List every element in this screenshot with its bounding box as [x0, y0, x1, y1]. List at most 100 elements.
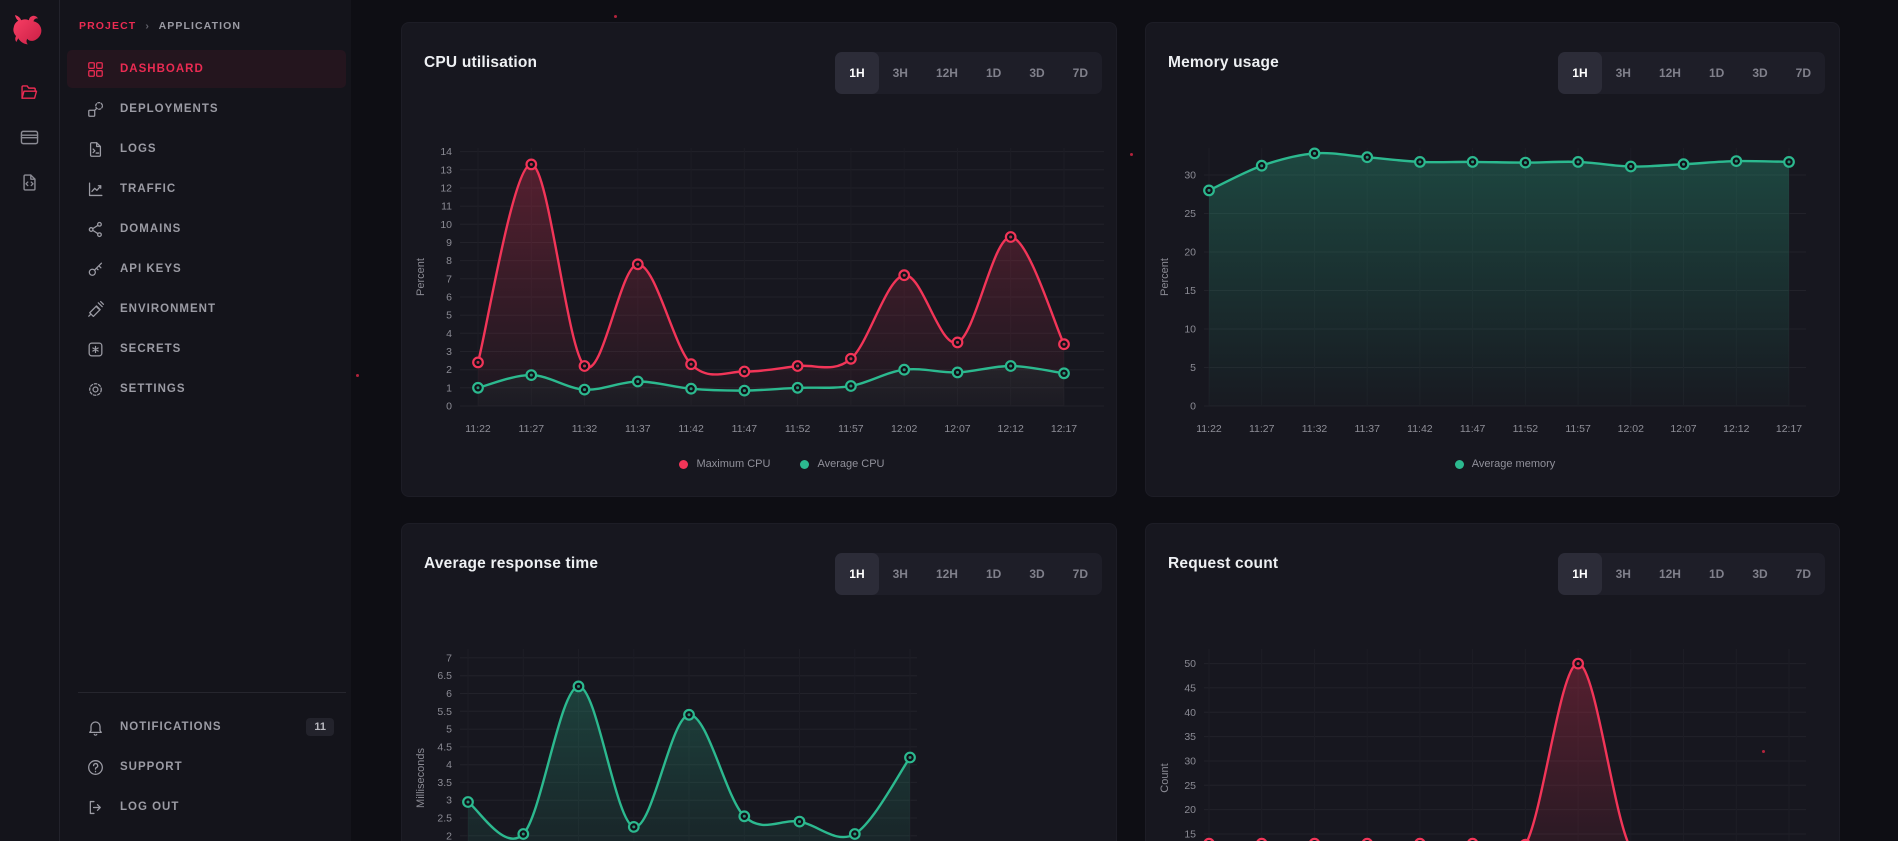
credit-card-icon[interactable]: [19, 127, 40, 148]
svg-text:25: 25: [1184, 208, 1196, 220]
svg-text:12:07: 12:07: [1670, 423, 1696, 435]
sidebar-nav: DASHBOARD DEPLOYMENTS LOGS TRAFFIC DOMAINS AP…: [67, 50, 346, 410]
nest-logo[interactable]: [11, 14, 47, 46]
time-range-selector: 1H 3H 12H 1D 3D 7D: [1558, 52, 1825, 94]
breadcrumb-project[interactable]: PROJECT: [79, 20, 137, 32]
time-range-button-1d[interactable]: 1D: [1708, 567, 1725, 581]
svg-text:12:12: 12:12: [1723, 423, 1749, 435]
sidebar-item-dashboard[interactable]: DASHBOARD: [67, 50, 346, 88]
time-range-button-3h[interactable]: 3H: [892, 66, 908, 80]
time-range-button-3d[interactable]: 3D: [1752, 567, 1768, 581]
sidebar-item-label: DOMAINS: [120, 223, 182, 235]
svg-text:8: 8: [446, 255, 452, 267]
sidebar-item-environment[interactable]: ENVIRONMENT: [67, 290, 346, 328]
sidebar-item-label: ENVIRONMENT: [120, 303, 216, 315]
svg-text:0: 0: [1190, 401, 1196, 413]
svg-text:6.5: 6.5: [437, 670, 452, 682]
domains-icon: [86, 220, 105, 239]
time-range-button-12h[interactable]: 12H: [935, 66, 958, 80]
time-range-button-1d[interactable]: 1D: [1708, 66, 1725, 80]
sidebar-item-label: LOG OUT: [120, 801, 180, 813]
logs-icon: [86, 140, 105, 159]
sidebar-item-support[interactable]: SUPPORT: [67, 748, 346, 786]
time-range-button-3d[interactable]: 3D: [1029, 66, 1045, 80]
card-title-average-response-time: Average response time: [424, 555, 599, 572]
dashboard-icon: [86, 60, 105, 79]
sidebar: PROJECT › APPLICATION DASHBOARD DEPLOYMEN…: [0, 0, 351, 841]
time-range-button-3d[interactable]: 3D: [1029, 567, 1045, 581]
time-range-button-1h[interactable]: 1H: [835, 52, 879, 94]
svg-text:50: 50: [1184, 658, 1196, 670]
svg-text:30: 30: [1184, 170, 1196, 182]
time-range-button-1d[interactable]: 1D: [985, 66, 1002, 80]
svg-text:11:47: 11:47: [732, 423, 758, 435]
time-range-button-1h[interactable]: 1H: [1558, 52, 1602, 94]
svg-text:11:52: 11:52: [785, 423, 811, 435]
icon-rail: [0, 0, 60, 841]
svg-text:12:07: 12:07: [944, 423, 970, 435]
file-code-icon[interactable]: [19, 172, 40, 193]
red-speck: [1130, 153, 1133, 156]
time-range-button-1h[interactable]: 1H: [1558, 553, 1602, 595]
sidebar-item-label: TRAFFIC: [120, 183, 177, 195]
breadcrumb-application[interactable]: APPLICATION: [158, 20, 242, 32]
svg-text:Percent: Percent: [1159, 258, 1171, 296]
legend-label: Average CPU: [817, 458, 885, 470]
svg-text:2: 2: [446, 830, 452, 841]
svg-text:12:17: 12:17: [1051, 423, 1077, 435]
sidebar-item-api-keys[interactable]: API KEYS: [67, 250, 346, 288]
time-range-button-7d[interactable]: 7D: [1795, 66, 1811, 80]
svg-text:10: 10: [440, 219, 452, 231]
legend-item-average-memory: Average memory: [1454, 458, 1555, 470]
svg-text:12:12: 12:12: [998, 423, 1024, 435]
time-range-button-12h[interactable]: 12H: [1658, 66, 1681, 80]
card-header: Request count 1H 3H 12H 1D 3D 7D: [1146, 524, 1839, 604]
time-range-button-3h[interactable]: 3H: [1615, 567, 1631, 581]
svg-text:Milliseconds: Milliseconds: [415, 748, 427, 808]
rail-icon-list: [0, 82, 59, 193]
legend-dot: [1454, 459, 1464, 469]
svg-text:30: 30: [1184, 756, 1196, 768]
svg-text:11:37: 11:37: [625, 423, 651, 435]
card-title-cpu-utilisation: CPU utilisation: [424, 54, 538, 71]
svg-text:13: 13: [440, 164, 452, 176]
svg-text:11:22: 11:22: [1196, 423, 1222, 435]
sidebar-item-logs[interactable]: LOGS: [67, 130, 346, 168]
svg-text:20: 20: [1184, 804, 1196, 816]
time-range-button-1d[interactable]: 1D: [985, 567, 1002, 581]
time-range-button-12h[interactable]: 12H: [935, 567, 958, 581]
card-title-request-count: Request count: [1168, 555, 1279, 572]
time-range-button-7d[interactable]: 7D: [1072, 567, 1088, 581]
time-range-button-3d[interactable]: 3D: [1752, 66, 1768, 80]
legend-dot: [800, 459, 810, 469]
sidebar-footer: NOTIFICATIONS 11 SUPPORT LOG OUT: [67, 708, 346, 828]
svg-text:12:02: 12:02: [891, 423, 917, 435]
sidebar-item-settings[interactable]: SETTINGS: [67, 370, 346, 408]
time-range-button-3h[interactable]: 3H: [1615, 66, 1631, 80]
card-header: Average response time 1H 3H 12H 1D 3D 7D: [402, 524, 1116, 604]
sidebar-item-secrets[interactable]: SECRETS: [67, 330, 346, 368]
sidebar-item-deployments[interactable]: DEPLOYMENTS: [67, 90, 346, 128]
svg-text:4.5: 4.5: [437, 741, 452, 753]
time-range-button-3h[interactable]: 3H: [892, 567, 908, 581]
card-header: Memory usage 1H 3H 12H 1D 3D 7D: [1146, 23, 1839, 103]
sidebar-item-domains[interactable]: DOMAINS: [67, 210, 346, 248]
svg-text:11:27: 11:27: [519, 423, 545, 435]
svg-text:11:57: 11:57: [1565, 423, 1591, 435]
time-range-button-12h[interactable]: 12H: [1658, 567, 1681, 581]
sidebar-item-label: SECRETS: [120, 343, 182, 355]
secrets-icon: [86, 340, 105, 359]
time-range-button-7d[interactable]: 7D: [1795, 567, 1811, 581]
folder-open-icon[interactable]: [19, 82, 40, 103]
card-memory-usage: Memory usage 1H 3H 12H 1D 3D 7D 0 5 10 15 20 25 30 11:…: [1145, 22, 1840, 497]
notification-count-badge: 11: [306, 718, 334, 736]
card-cpu-utilisation: CPU utilisation 1H 3H 12H 1D 3D 7D 0 1 2 3 4 5 6 7 8 9 10…: [401, 22, 1117, 497]
sidebar-item-traffic[interactable]: TRAFFIC: [67, 170, 346, 208]
time-range-button-7d[interactable]: 7D: [1072, 66, 1088, 80]
svg-text:7: 7: [446, 652, 452, 664]
sidebar-item-log-out[interactable]: LOG OUT: [67, 788, 346, 826]
sidebar-item-notifications[interactable]: NOTIFICATIONS 11: [67, 708, 346, 746]
svg-text:12: 12: [440, 183, 452, 195]
svg-text:11:47: 11:47: [1460, 423, 1486, 435]
time-range-button-1h[interactable]: 1H: [835, 553, 879, 595]
